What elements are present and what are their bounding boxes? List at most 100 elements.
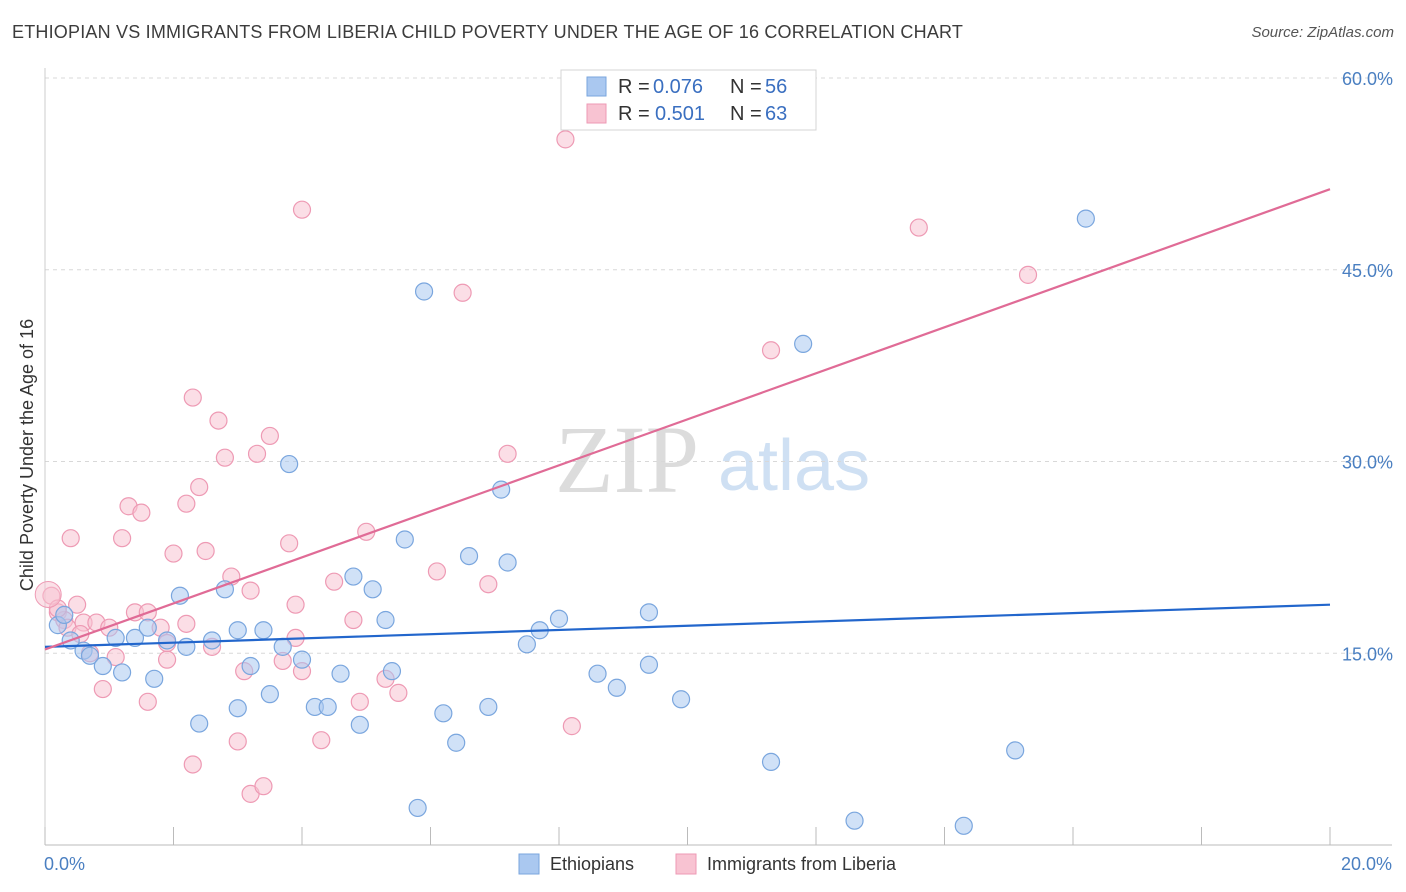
point-ethiopians	[318, 697, 337, 717]
point-immigrants-from-liberia	[215, 448, 234, 467]
legend-n-label-2: N =	[730, 103, 762, 125]
point-ethiopians	[434, 704, 453, 723]
point-ethiopians	[80, 646, 100, 665]
point-ethiopians	[376, 610, 395, 630]
y-tick-label: 30.0%	[1342, 453, 1393, 473]
point-immigrants-from-liberia	[190, 477, 209, 497]
point-ethiopians	[1076, 209, 1095, 228]
point-ethiopians	[273, 637, 292, 656]
point-ethiopians	[794, 334, 813, 353]
point-immigrants-from-liberia	[132, 503, 151, 522]
point-ethiopians	[331, 664, 350, 683]
point-ethiopians	[190, 714, 209, 733]
point-ethiopians	[954, 816, 973, 835]
x-tick-label-max: 20.0%	[1341, 854, 1392, 874]
point-immigrants-from-liberia	[209, 411, 228, 430]
point-ethiopians	[254, 621, 273, 640]
point-immigrants-from-liberia	[286, 595, 305, 614]
point-immigrants-from-liberia	[556, 130, 575, 149]
point-ethiopians	[292, 650, 312, 669]
point-ethiopians	[639, 603, 659, 622]
legend-r-value-2: 0.501	[655, 103, 705, 125]
point-immigrants-from-liberia	[138, 692, 157, 711]
point-ethiopians	[671, 690, 691, 709]
point-immigrants-from-liberia	[183, 755, 202, 774]
point-immigrants-from-liberia	[280, 534, 299, 553]
point-immigrants-from-liberia	[228, 732, 247, 751]
point-ethiopians	[588, 664, 607, 683]
x-tick-label-min: 0.0%	[44, 854, 85, 874]
point-immigrants-from-liberia	[106, 647, 125, 667]
point-ethiopians	[517, 635, 536, 654]
y-tick-label: 45.0%	[1342, 261, 1393, 281]
point-ethiopians	[459, 546, 479, 566]
legend-n-value-2: 63	[765, 103, 787, 125]
point-ethiopians	[157, 631, 177, 650]
point-ethiopians	[138, 618, 157, 637]
point-immigrants-from-liberia	[183, 388, 202, 407]
point-immigrants-from-liberia	[453, 283, 472, 302]
point-ethiopians	[1006, 741, 1025, 760]
point-immigrants-from-liberia	[350, 692, 369, 711]
bottom-legend-swatch-liberia	[675, 853, 697, 875]
point-immigrants-from-liberia	[427, 562, 447, 581]
point-ethiopians	[498, 553, 517, 572]
point-ethiopians	[215, 580, 234, 599]
legend-n-label-1: N =	[730, 76, 762, 98]
point-ethiopians	[447, 733, 466, 752]
point-ethiopians	[639, 655, 659, 674]
point-immigrants-from-liberia	[562, 717, 581, 736]
point-ethiopians	[414, 282, 434, 301]
y-tick-label: 60.0%	[1342, 69, 1393, 89]
point-immigrants-from-liberia	[157, 650, 177, 669]
point-ethiopians	[761, 752, 781, 772]
point-immigrants-from-liberia	[177, 614, 196, 633]
point-immigrants-from-liberia	[68, 595, 87, 614]
legend-r-value-1: 0.076	[653, 76, 703, 98]
point-ethiopians	[125, 628, 145, 648]
point-ethiopians	[382, 662, 402, 681]
bottom-legend-label-ethiopians: Ethiopians	[550, 854, 634, 874]
point-ethiopians	[350, 715, 369, 734]
legend-box: R = 0.076 N = 56 R = 0.501 N = 63	[560, 69, 817, 131]
point-immigrants-from-liberia	[260, 426, 279, 446]
point-ethiopians	[112, 663, 132, 682]
point-ethiopians	[241, 656, 260, 676]
point-ethiopians	[228, 699, 247, 718]
bottom-legend-label-liberia: Immigrants from Liberia	[707, 854, 897, 874]
point-ethiopians	[344, 567, 363, 586]
point-ethiopians	[607, 678, 626, 697]
point-immigrants-from-liberia	[325, 572, 344, 591]
legend-r-label-2: R =	[618, 103, 650, 125]
point-immigrants-from-liberia	[93, 679, 112, 699]
point-immigrants-from-liberia	[292, 200, 312, 219]
point-immigrants-from-liberia	[61, 529, 80, 548]
point-immigrants-from-liberia	[254, 777, 273, 796]
point-immigrants-from-liberia	[112, 529, 132, 548]
gridlines	[45, 77, 1392, 654]
point-immigrants-from-liberia	[247, 444, 267, 463]
legend-swatch-ethiopians	[586, 76, 607, 97]
point-immigrants-from-liberia	[909, 218, 928, 237]
y-axis-title: Child Poverty Under the Age of 16	[17, 319, 37, 591]
point-immigrants-from-liberia	[761, 341, 781, 360]
point-immigrants-from-liberia	[241, 581, 260, 600]
bottom-legend: Ethiopians Immigrants from Liberia	[518, 853, 897, 875]
point-immigrants-from-liberia	[1018, 265, 1038, 284]
y-tick-label: 15.0%	[1342, 644, 1393, 664]
point-ethiopians	[177, 637, 196, 656]
bottom-legend-swatch-ethiopians	[518, 853, 540, 875]
point-immigrants-from-liberia	[196, 541, 215, 561]
point-immigrants-from-liberia	[177, 494, 196, 513]
point-ethiopians	[55, 605, 74, 625]
point-immigrants-from-liberia	[498, 444, 517, 463]
point-ethiopians	[228, 621, 247, 640]
point-immigrants-from-liberia	[312, 731, 331, 750]
point-immigrants-from-liberia	[389, 683, 408, 702]
y-tick-labels: 15.0% 30.0% 45.0% 60.0%	[1342, 69, 1393, 664]
point-ethiopians	[845, 811, 864, 830]
point-ethiopians	[363, 580, 382, 599]
point-immigrants-from-liberia	[479, 575, 498, 594]
point-ethiopians	[145, 669, 164, 688]
